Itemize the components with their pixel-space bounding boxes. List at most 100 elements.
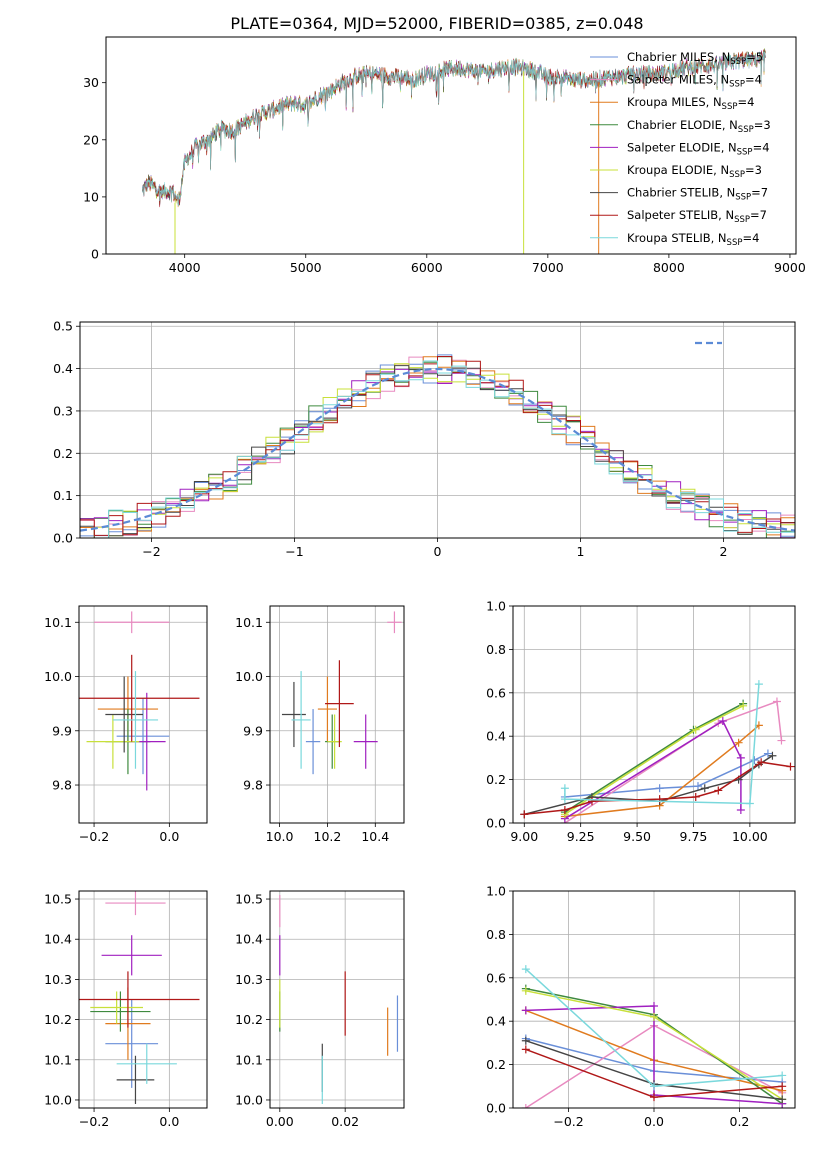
y-tick-label: 10.1 [235,1052,263,1067]
legend-label-main: Salpeter ELODIE, N [627,140,737,154]
legend-label: Salpeter ELODIE, NSSP=4 [627,140,770,157]
panel-mass-vs-ebv: 0.00 0.02 10.0 10.1 10.2 10.3 10.4 10.5 [235,890,405,1129]
legend-label-eq: =4 [753,140,770,154]
axes-frame [269,890,405,1109]
x-tick-label: 9.00 [510,829,538,844]
legend-label-sub: SSP [737,147,753,157]
y-tick-label: 10.0 [44,669,72,684]
plot-area [520,680,795,823]
y-tick-label: 0.4 [53,361,73,376]
y-tick-label: 0.0 [486,1101,506,1116]
plus-marker [521,986,530,995]
axes-frame [105,36,797,255]
panel-massweight-vs-age: 9.00 9.25 9.50 9.75 10.00 0.0 0.2 0.4 0.6 0.8 1.0 [486,599,796,844]
legend-label-sub: SSP [722,102,738,112]
x-tick-label: −2 [142,544,160,559]
x-tick-label: 9.75 [680,829,708,844]
legend-label-sub: SSP [729,170,745,180]
mass-weight-line [525,1005,783,1105]
x-tick-label: 0.0 [159,829,179,844]
mass-weight-line [564,719,742,820]
x-tick-label: 5000 [290,260,322,275]
x-tick-label: 10.2 [314,829,342,844]
x-tick-label: 6000 [411,260,443,275]
y-tick-label: 0.2 [486,772,506,787]
plus-marker [714,786,723,795]
x-tick-label: 0.0 [644,1114,664,1129]
plus-marker [745,799,754,808]
axes-frame [269,605,405,824]
mass-weight-line [524,755,773,816]
x-tick-label: 9.50 [623,829,651,844]
x-tick-label: 10.4 [361,829,389,844]
panel-residuals: −2 −1 0 1 2 0.0 0.1 0.2 0.3 0.4 0.5 [53,319,796,559]
plus-marker [736,753,745,762]
plus-marker [739,701,748,710]
x-tick-label: 0.00 [266,1114,294,1129]
y-tick-label: 0.4 [486,1014,506,1029]
axes-frame [512,890,796,1109]
mass-weight-line [564,724,760,818]
legend-label-main: Chabrier STELIB, N [627,186,735,200]
panel-spectrum: 4000 5000 6000 7000 8000 9000 0 10 20 30 [83,36,806,275]
x-tick-label: 0.2 [730,1114,750,1129]
y-tick-label: 0.2 [53,446,73,461]
plus-marker [650,1082,658,1091]
legend-label-sub: SSP [730,57,746,67]
plus-marker [778,1082,787,1091]
x-tick-label: −0.2 [79,829,109,844]
gridlines [513,605,795,824]
y-tick-label: 0.1 [53,488,73,503]
plot-area [80,354,795,538]
legend-label-main: Kroupa STELIB, N [627,231,727,245]
plot-area [521,965,787,1108]
legend-label: Chabrier MILES, NSSP=5 [627,50,763,67]
histogram-steps [80,363,795,538]
plus-marker [521,965,530,974]
panel-age-vs-z: −0.2 0.0 9.8 9.9 10.0 10.1 [44,605,208,844]
axes-frame [78,605,208,824]
y-tick-label: 0.8 [486,642,506,657]
y-tick-label: 9.9 [243,723,263,738]
plus-marker [786,762,795,771]
legend-label-sub: SSP [735,193,751,203]
legend-label-sub: SSP [734,215,750,225]
axes-frame [512,605,796,824]
plot-area [281,611,402,775]
y-tick-label: 30 [83,75,99,90]
legend-label-eq: =4 [745,73,762,87]
y-tick-label: 10.0 [235,1092,263,1107]
plus-marker [521,1006,530,1015]
x-tick-label: 4000 [169,260,201,275]
legend-label-main: Kroupa MILES, N [627,95,722,109]
plus-marker [691,725,700,734]
y-tick-label: 0 [91,247,99,262]
panel-massweight-vs-z: −0.2 0.0 0.2 0.0 0.2 0.4 0.6 0.8 1.0 [486,884,796,1129]
y-tick-label: 10.4 [235,932,263,947]
x-tick-label: 10.00 [732,829,768,844]
axes-frame [79,321,796,539]
y-tick-label: 10.5 [235,892,263,907]
plus-marker [778,1071,787,1080]
legend-label-eq: =7 [751,186,768,200]
y-tick-label: 0.0 [53,531,73,546]
mass-weight-line [524,761,791,816]
x-tick-label: −0.2 [79,1114,109,1129]
plus-marker [750,756,759,765]
plus-marker [560,805,569,814]
plus-marker [700,784,709,793]
panel-mass-vs-z: −0.2 0.0 10.0 10.1 10.2 10.3 10.4 10.5 [44,890,208,1129]
gridlines [270,891,404,1108]
legend-label-main: Chabrier MILES, N [627,50,730,64]
mass-weight-line [564,752,769,798]
x-tick-label: 7000 [532,260,564,275]
y-tick-label: 10.3 [44,972,72,987]
spectrum-line [142,51,766,207]
x-tick-label: 9.25 [567,829,595,844]
legend-label-eq: =3 [745,163,762,177]
legend-label-eq: =4 [737,95,754,109]
legend-label-sub: SSP [729,80,745,90]
histogram-steps [80,365,795,538]
legend-label-main: Kroupa ELODIE, N [627,163,729,177]
y-tick-label: 9.8 [243,778,263,793]
